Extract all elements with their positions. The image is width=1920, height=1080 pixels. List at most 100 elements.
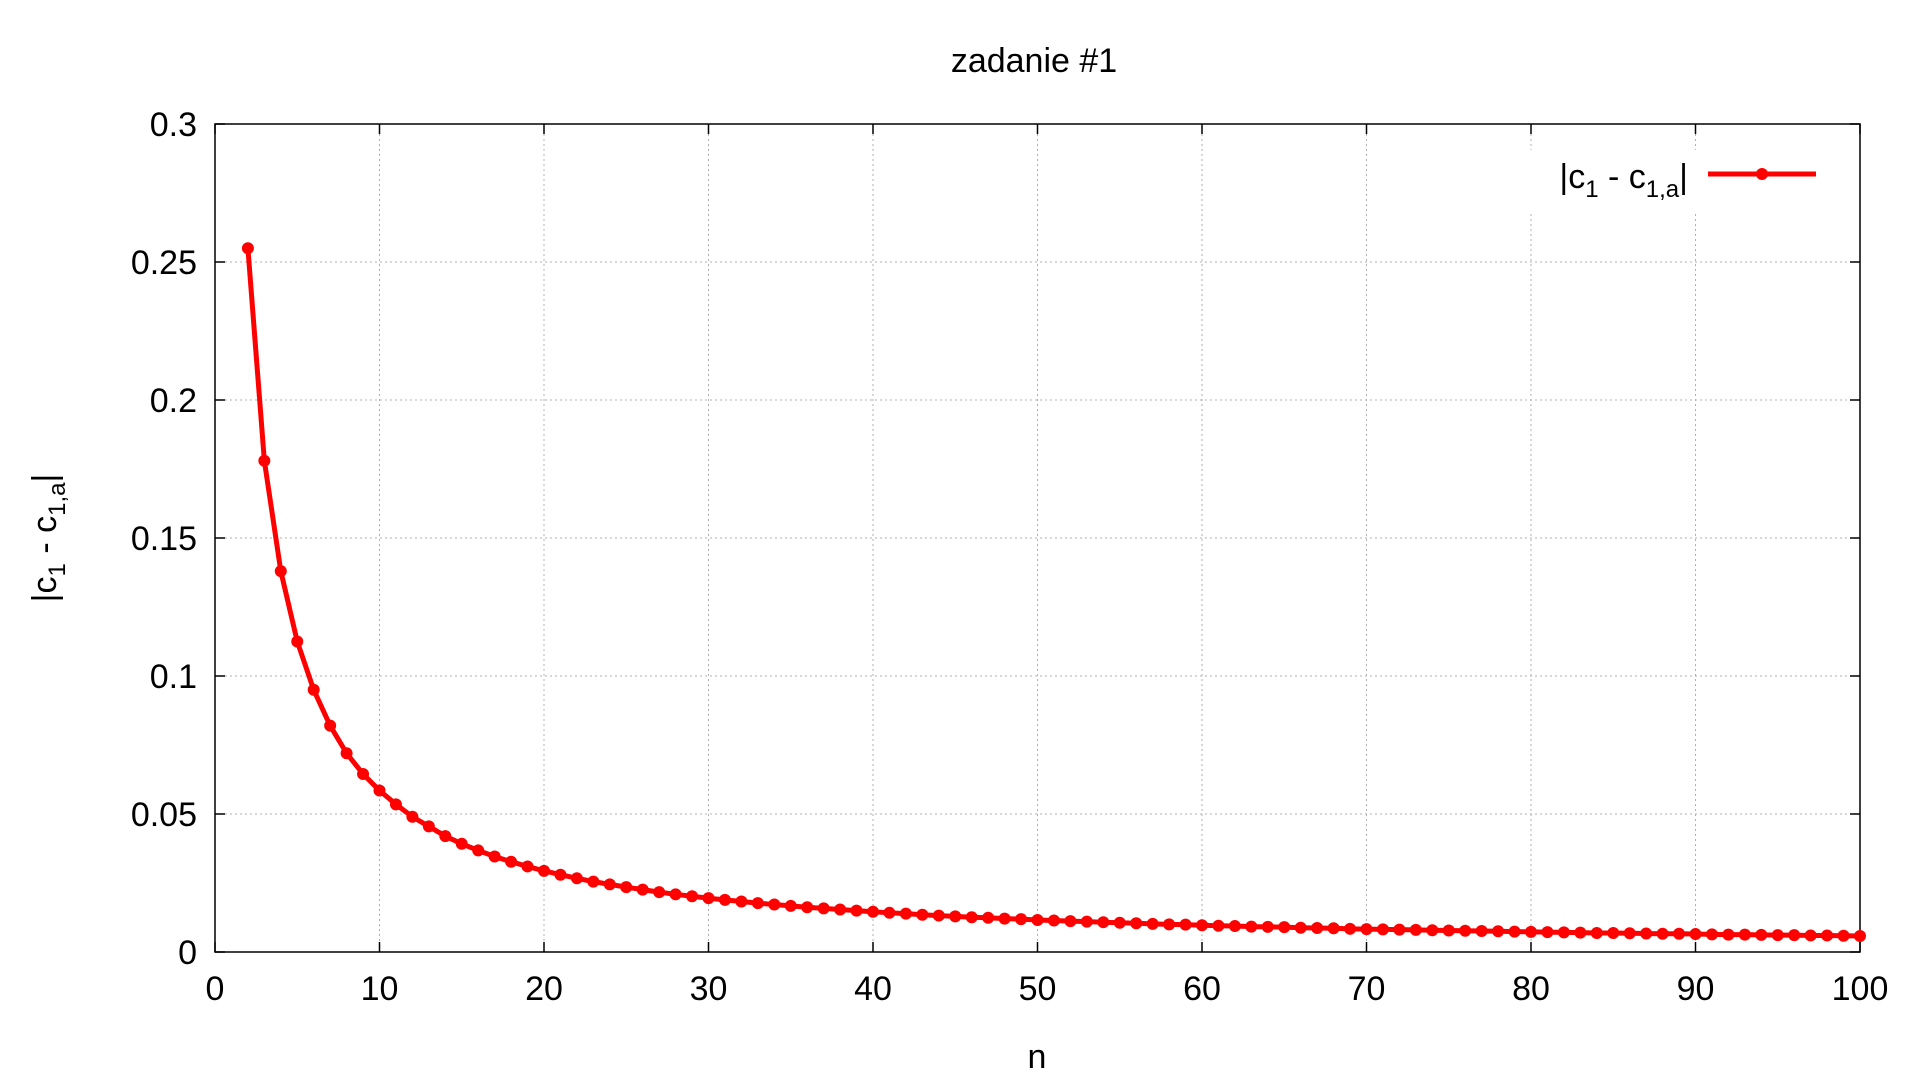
data-point xyxy=(1640,927,1653,940)
y-tick-label: 0.1 xyxy=(150,658,197,696)
x-tick-label: 60 xyxy=(1183,970,1221,1008)
data-point xyxy=(1080,915,1093,928)
data-point xyxy=(1294,921,1307,934)
data-point xyxy=(1344,922,1357,935)
data-point xyxy=(850,904,863,917)
x-tick-label: 80 xyxy=(1512,970,1550,1008)
x-tick-label: 70 xyxy=(1348,970,1386,1008)
x-tick-label: 40 xyxy=(854,970,892,1008)
x-axis-label: n xyxy=(1028,1038,1047,1076)
data-point xyxy=(587,875,600,888)
data-point xyxy=(1409,923,1422,936)
y-label-sub1: 1 xyxy=(44,563,71,576)
x-tick-label: 90 xyxy=(1677,970,1715,1008)
y-tick-label: 0 xyxy=(178,934,197,972)
data-point xyxy=(1064,915,1077,928)
data-point xyxy=(340,747,353,760)
y-tick-label: 0.25 xyxy=(131,244,197,282)
data-point xyxy=(373,784,386,797)
y-axis-label: |c1 - c1,a| xyxy=(26,474,71,603)
x-tick-label: 50 xyxy=(1019,970,1057,1008)
data-point xyxy=(274,565,287,578)
data-point xyxy=(686,890,699,903)
data-point xyxy=(291,635,304,648)
legend-marker-sample xyxy=(1756,168,1768,180)
data-point xyxy=(1196,919,1208,932)
x-axis-ticks: 0 10 20 30 40 50 60 70 80 90 100 xyxy=(206,124,1888,1008)
data-point xyxy=(1689,928,1702,941)
data-point xyxy=(1426,924,1439,937)
data-point xyxy=(472,844,485,857)
legend-label-sub1: 1 xyxy=(1585,176,1598,203)
data-point xyxy=(784,899,797,912)
data-point xyxy=(554,868,567,881)
data-point xyxy=(932,909,945,922)
data-point xyxy=(1163,918,1176,931)
data-point xyxy=(636,883,649,896)
data-point xyxy=(1015,913,1028,926)
data-point xyxy=(1278,921,1291,934)
data-point xyxy=(406,810,419,823)
data-point xyxy=(258,454,271,467)
data-point xyxy=(867,905,879,918)
data-point xyxy=(718,893,731,906)
data-point xyxy=(1590,926,1603,939)
y-tick-label: 0.05 xyxy=(131,796,197,834)
data-point xyxy=(488,850,501,863)
data-point xyxy=(1804,929,1817,942)
data-point xyxy=(389,798,402,811)
data-point xyxy=(1228,920,1241,933)
data-point xyxy=(982,911,995,924)
data-point xyxy=(1442,924,1455,937)
x-tick-label: 30 xyxy=(690,970,728,1008)
data-point xyxy=(1475,925,1488,938)
data-point xyxy=(620,881,633,894)
data-point xyxy=(801,901,814,914)
data-point xyxy=(1508,925,1521,938)
data-point xyxy=(241,242,254,255)
data-point xyxy=(1705,928,1718,941)
data-point xyxy=(521,860,534,873)
legend: |c1 - c1,a| xyxy=(1528,150,1816,214)
data-point xyxy=(1031,913,1044,926)
legend-label-suffix: | xyxy=(1679,158,1688,196)
data-point xyxy=(751,897,764,910)
y-label-sub2: 1,a xyxy=(44,482,71,516)
data-point xyxy=(834,903,847,916)
data-point xyxy=(1179,918,1192,931)
data-point xyxy=(1771,929,1784,942)
y-axis-ticks: 0 0.05 0.1 0.15 0.2 0.25 0.3 xyxy=(131,106,1860,972)
data-point xyxy=(1261,920,1274,933)
data-point xyxy=(1360,923,1373,936)
data-point xyxy=(1376,923,1389,936)
legend-label-sub2: 1,a xyxy=(1646,176,1680,203)
data-point xyxy=(1097,916,1110,929)
data-point xyxy=(439,830,452,843)
data-point xyxy=(998,912,1011,925)
data-point xyxy=(1459,924,1472,937)
data-point xyxy=(1327,922,1340,935)
data-point xyxy=(1557,926,1570,939)
legend-background xyxy=(1528,150,1696,214)
data-point xyxy=(702,892,715,905)
data-point xyxy=(1837,929,1850,942)
x-tick-label: 20 xyxy=(525,970,563,1008)
y-label-suffix: | xyxy=(26,474,64,483)
data-point xyxy=(1130,917,1143,930)
data-point xyxy=(1492,925,1505,938)
y-label-prefix: |c xyxy=(26,576,64,602)
data-point xyxy=(603,878,616,891)
y-tick-label: 0.3 xyxy=(150,106,197,144)
data-point xyxy=(357,767,370,780)
y-label-middle: - c xyxy=(26,516,64,563)
data-point xyxy=(307,683,320,696)
data-point xyxy=(538,864,550,877)
data-point xyxy=(422,820,435,833)
data-point xyxy=(768,898,781,911)
y-tick-label: 0.15 xyxy=(131,520,197,558)
data-point xyxy=(1821,929,1834,942)
data-point xyxy=(1607,926,1620,939)
data-point xyxy=(1854,929,1866,942)
data-point xyxy=(1755,928,1768,941)
grid xyxy=(215,124,1860,952)
